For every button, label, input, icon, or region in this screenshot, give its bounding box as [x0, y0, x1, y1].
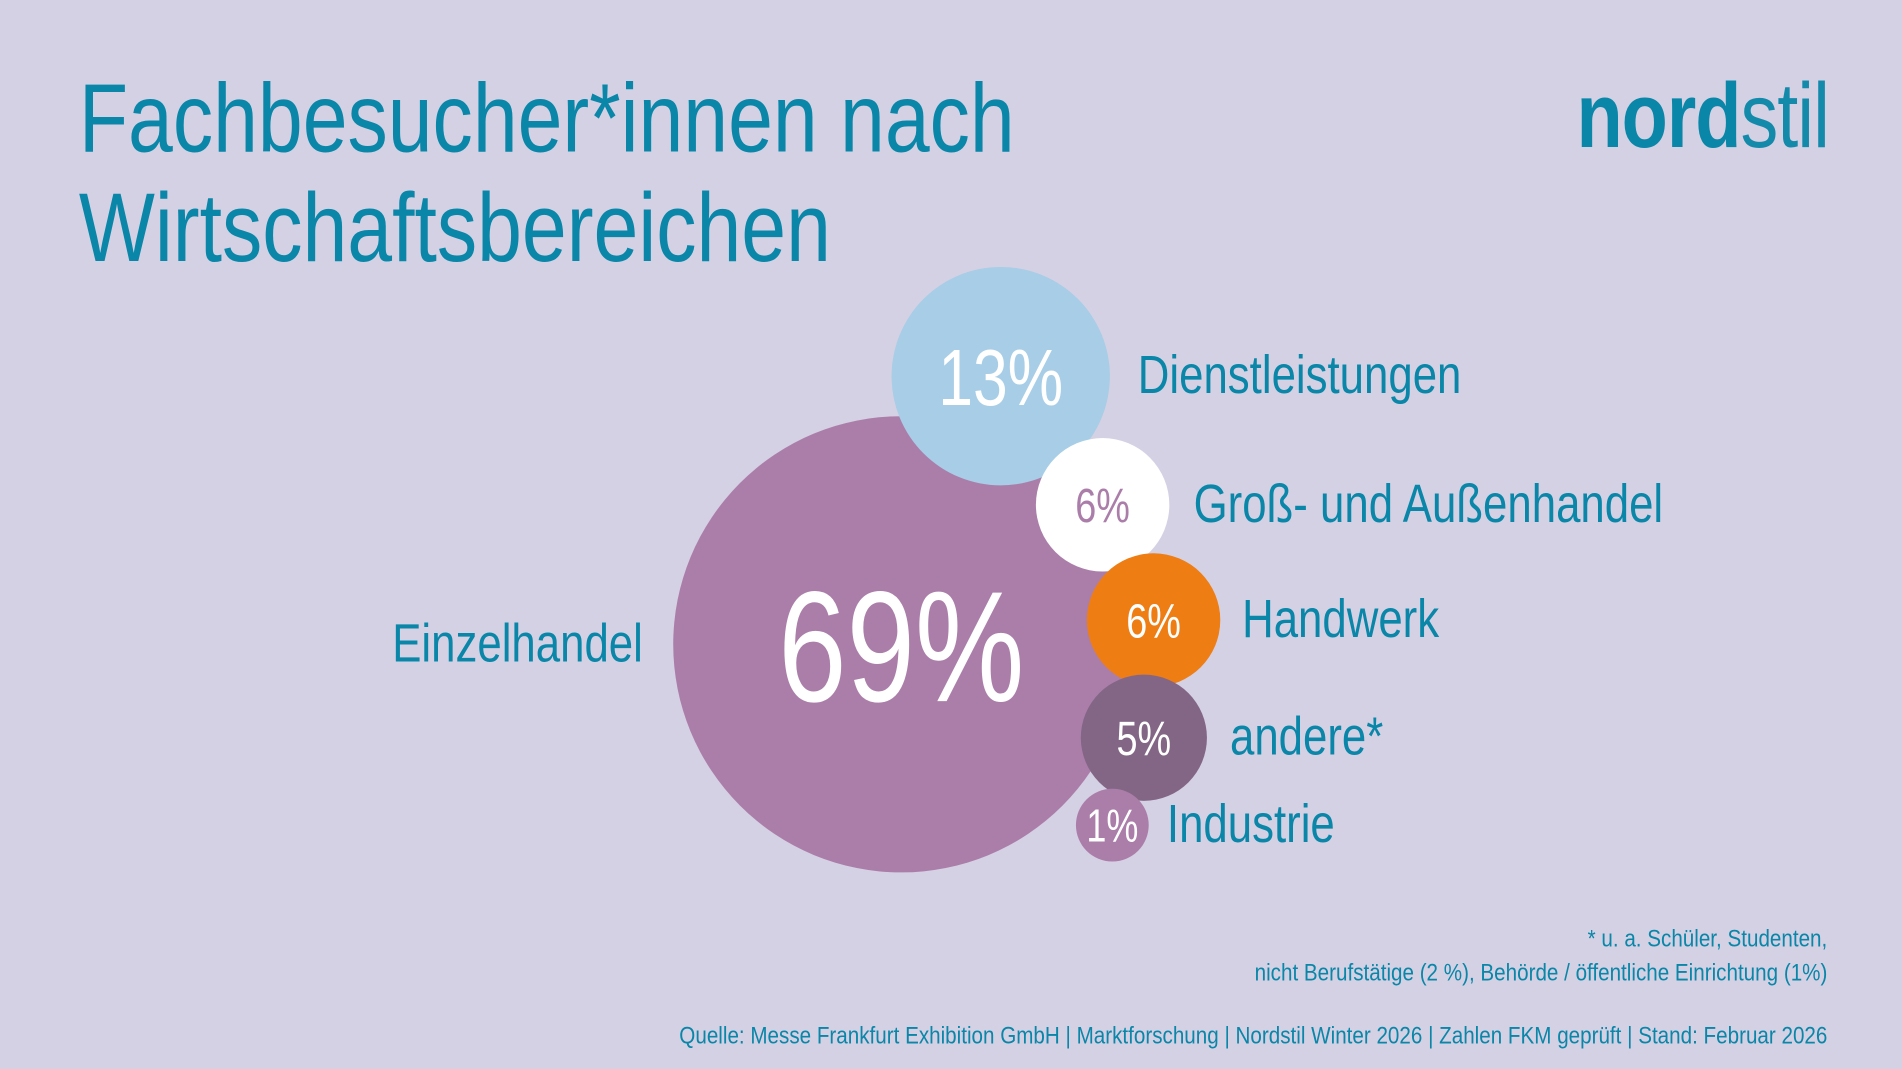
footnote-line-1: * u. a. Schüler, Studenten, — [1587, 925, 1827, 953]
title-line-1: Fachbesucher*innen nach — [78, 64, 1015, 173]
value-label-groß-und-außenhandel: 6% — [1075, 480, 1130, 534]
bubble-industrie — [1075, 788, 1149, 862]
category-label-dienstleistungen: Dienstleistungen — [1137, 345, 1462, 406]
bubble-groß-und-außenhandel — [1035, 438, 1170, 572]
bubble-dienstleistungen — [891, 266, 1110, 486]
category-label-groß-und-außenhandel: Groß- und Außenhandel — [1193, 474, 1664, 534]
bubble-einzelhandel — [673, 416, 1130, 873]
value-label-dienstleistungen: 13% — [938, 334, 1063, 423]
value-label-handwerk: 6% — [1126, 595, 1181, 649]
footnote-line-2: nicht Berufstätige (2 %), Behörde / öffe… — [1254, 959, 1827, 987]
source-line: Quelle: Messe Frankfurt Exhibition GmbH … — [678, 1022, 1827, 1050]
category-label-einzelhandel: Einzelhandel — [392, 613, 643, 674]
category-label-industrie: Industrie — [1166, 794, 1335, 855]
bubble-handwerk — [1086, 553, 1221, 687]
category-label-handwerk: Handwerk — [1242, 589, 1440, 650]
category-label-andere: andere* — [1229, 707, 1384, 767]
bubble-andere — [1080, 674, 1207, 801]
value-label-einzelhandel: 69% — [778, 558, 1024, 734]
value-label-andere: 5% — [1117, 713, 1172, 767]
title-line-2: Wirtschaftsbereichen — [78, 173, 831, 282]
value-label-industrie: 1% — [1086, 800, 1138, 851]
nordstil-logo: nordstil — [1576, 64, 1830, 168]
